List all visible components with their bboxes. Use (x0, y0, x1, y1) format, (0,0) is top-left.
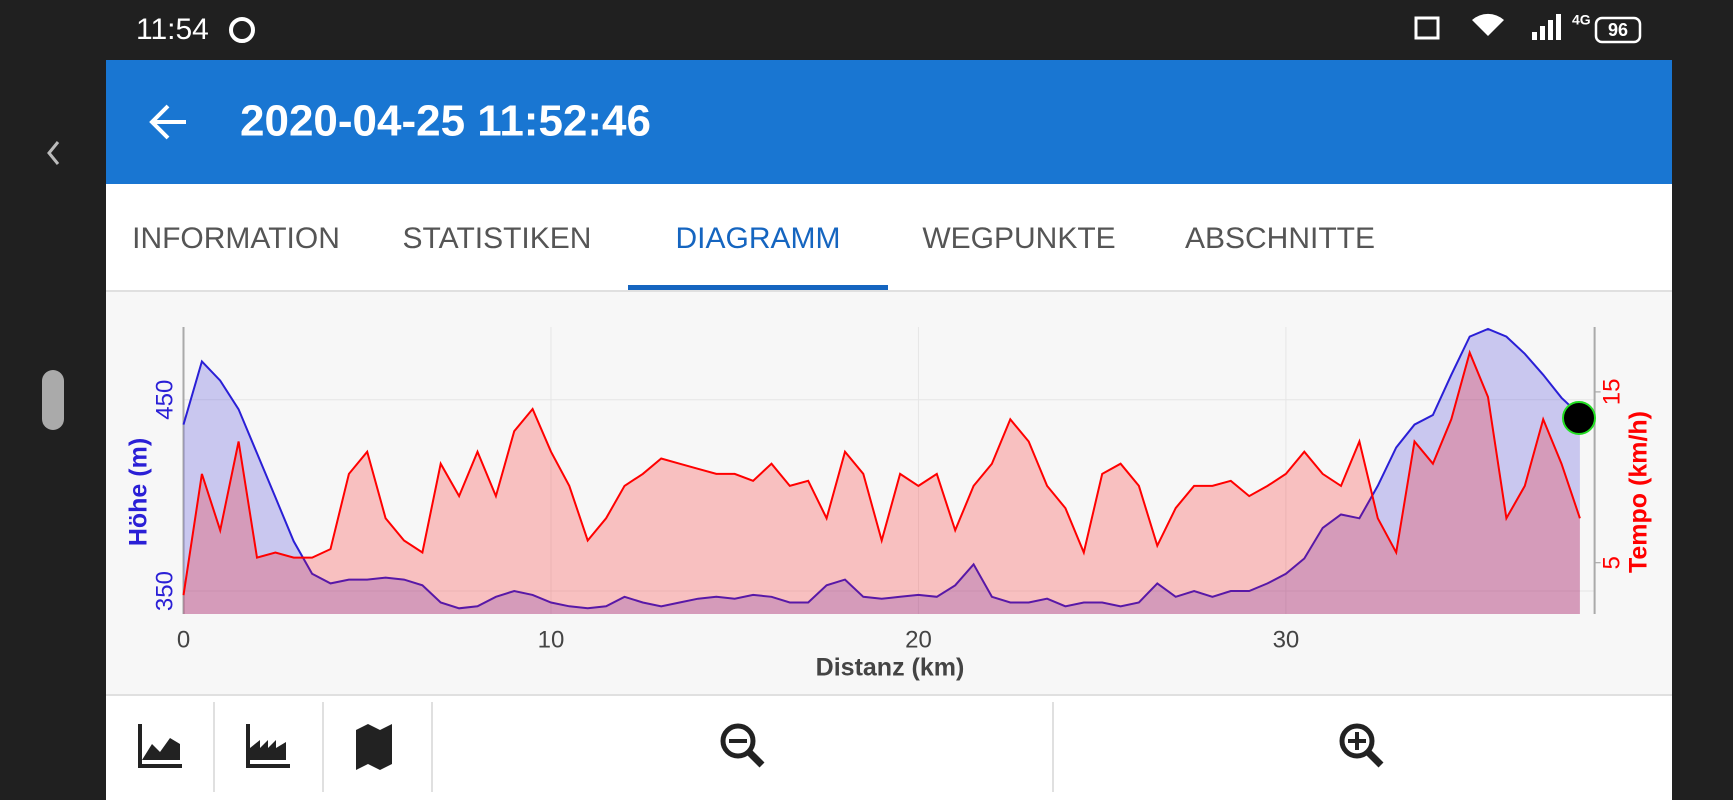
tabs: INFORMATION STATISTIKEN DIAGRAMM WEGPUNKTE A… (132, 222, 1375, 290)
tab-indicator (628, 285, 888, 290)
series-line (182, 349, 1581, 596)
map-button[interactable] (356, 724, 392, 770)
signal-icons (1414, 13, 1561, 40)
zoom-out-lens (720, 723, 756, 759)
zoom-out-minus (729, 739, 747, 743)
y-tick-label: 350 (151, 571, 178, 611)
battery-level: 96 (1608, 20, 1628, 40)
zoom-in-lens (1339, 723, 1375, 759)
signal-bar (1532, 32, 1537, 40)
zoom-in-plus (1355, 732, 1359, 750)
elevation-settings-button[interactable] (138, 724, 182, 768)
y2-tick-label: 5 (1598, 556, 1625, 569)
side-back[interactable] (47, 141, 60, 165)
back-button[interactable] (149, 104, 186, 140)
chart-panel (106, 292, 1672, 694)
status-icon (229, 17, 255, 43)
y-tick-label: 450 (151, 380, 178, 420)
zoom-in-button[interactable] (1339, 723, 1384, 768)
x-tick-label: 10 (538, 626, 565, 653)
position-marker[interactable] (1562, 401, 1596, 435)
toolbar (106, 694, 1672, 800)
area-fill (183, 352, 1580, 614)
x-tick-label: 20 (905, 626, 932, 653)
network-type: 4G (1572, 12, 1591, 28)
zoom-in-handle (1364, 748, 1384, 768)
toolbar-divider (106, 694, 1672, 696)
zoom-out-handle (745, 748, 765, 768)
wifi-icon (1472, 13, 1504, 36)
zoom-out-button[interactable] (720, 723, 765, 768)
tab-label[interactable]: DIAGRAMM (676, 222, 841, 255)
toolbar-icons (138, 723, 1384, 770)
status-time: 11:54 (136, 13, 209, 46)
tab-label[interactable]: WEGPUNKTE (922, 222, 1115, 255)
cast-icon (1414, 16, 1440, 40)
tab-bar (106, 184, 1672, 291)
tab-label[interactable]: STATISTIKEN (403, 222, 592, 255)
signal-bar (1556, 14, 1561, 40)
tab-label[interactable]: ABSCHNITTE (1185, 222, 1375, 255)
chart: 0 10 20 30 350 450 5 15 Distanz (km) Höhe (m) Temp… (125, 327, 1653, 682)
series-line (182, 327, 1581, 610)
tab-label[interactable]: INFORMATION (132, 222, 340, 255)
toolbar-separators (213, 702, 1054, 792)
battery-icon (1594, 16, 1642, 44)
tab-divider (106, 290, 1672, 292)
signal-bar (1540, 26, 1545, 40)
x-tick-label: 0 (177, 626, 190, 653)
area-fill (183, 328, 1580, 614)
signal-bar (1548, 20, 1553, 40)
app-title: 2020-04-25 11:52:46 (240, 97, 651, 146)
x-axis-title: Distanz (km) (816, 654, 965, 682)
chart-options-button[interactable] (246, 724, 290, 768)
app-bar (106, 60, 1672, 184)
y2-axis-title: Tempo (km/h) (1625, 411, 1653, 573)
x-tick-label: 30 (1273, 626, 1300, 653)
side-handle[interactable] (42, 370, 64, 430)
y2-tick-label: 15 (1598, 379, 1625, 406)
y-axis-title: Höhe (m) (125, 438, 153, 546)
